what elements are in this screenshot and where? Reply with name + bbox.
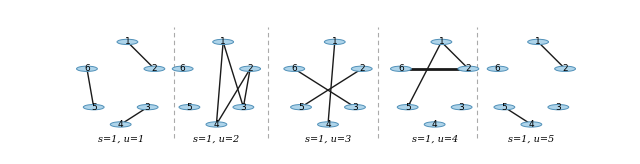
Text: 6: 6: [84, 64, 90, 73]
Circle shape: [77, 66, 97, 72]
Text: 3: 3: [556, 103, 561, 112]
Circle shape: [555, 66, 575, 72]
Circle shape: [317, 122, 339, 127]
Text: 4: 4: [325, 120, 331, 129]
Circle shape: [110, 122, 131, 127]
Circle shape: [324, 39, 345, 45]
Circle shape: [424, 122, 445, 127]
Circle shape: [179, 104, 200, 110]
Circle shape: [458, 66, 479, 72]
Text: 5: 5: [298, 103, 304, 112]
Circle shape: [344, 104, 365, 110]
Text: 1: 1: [535, 37, 541, 46]
Circle shape: [431, 39, 452, 45]
Text: 1: 1: [332, 37, 338, 46]
Circle shape: [291, 104, 312, 110]
Text: 3: 3: [459, 103, 465, 112]
Text: 3: 3: [145, 103, 150, 112]
Text: 5: 5: [186, 103, 192, 112]
Text: 3: 3: [352, 103, 358, 112]
Text: s=1, u=1: s=1, u=1: [97, 134, 144, 144]
Text: 5: 5: [502, 103, 508, 112]
Text: s=1, u=2: s=1, u=2: [193, 134, 239, 144]
Circle shape: [206, 122, 227, 127]
Text: 6: 6: [180, 64, 186, 73]
Circle shape: [172, 66, 193, 72]
Circle shape: [528, 39, 548, 45]
Text: 2: 2: [563, 64, 568, 73]
Text: s=1, u=5: s=1, u=5: [508, 134, 554, 144]
Text: 2: 2: [359, 64, 365, 73]
Text: 4: 4: [529, 120, 534, 129]
Text: 4: 4: [118, 120, 124, 129]
Circle shape: [451, 104, 472, 110]
Text: 2: 2: [152, 64, 157, 73]
Text: 6: 6: [291, 64, 297, 73]
Circle shape: [212, 39, 234, 45]
Circle shape: [351, 66, 372, 72]
Circle shape: [494, 104, 515, 110]
Text: 4: 4: [432, 120, 438, 129]
Circle shape: [240, 66, 260, 72]
Text: 2: 2: [465, 64, 471, 73]
Text: 5: 5: [91, 103, 97, 112]
Circle shape: [144, 66, 165, 72]
Circle shape: [397, 104, 418, 110]
Text: s=1, u=4: s=1, u=4: [412, 134, 458, 144]
Circle shape: [284, 66, 305, 72]
Circle shape: [117, 39, 138, 45]
Text: 1: 1: [438, 37, 444, 46]
Text: 6: 6: [495, 64, 500, 73]
Circle shape: [137, 104, 158, 110]
Circle shape: [233, 104, 254, 110]
Circle shape: [487, 66, 508, 72]
Text: 1: 1: [220, 37, 226, 46]
Text: 6: 6: [398, 64, 404, 73]
Text: 1: 1: [125, 37, 131, 46]
Text: 4: 4: [214, 120, 220, 129]
Text: 5: 5: [404, 103, 410, 112]
Circle shape: [521, 122, 542, 127]
Text: s=1, u=3: s=1, u=3: [305, 134, 351, 144]
Text: 3: 3: [241, 103, 246, 112]
Circle shape: [390, 66, 412, 72]
Circle shape: [548, 104, 569, 110]
Text: 2: 2: [247, 64, 253, 73]
Circle shape: [83, 104, 104, 110]
